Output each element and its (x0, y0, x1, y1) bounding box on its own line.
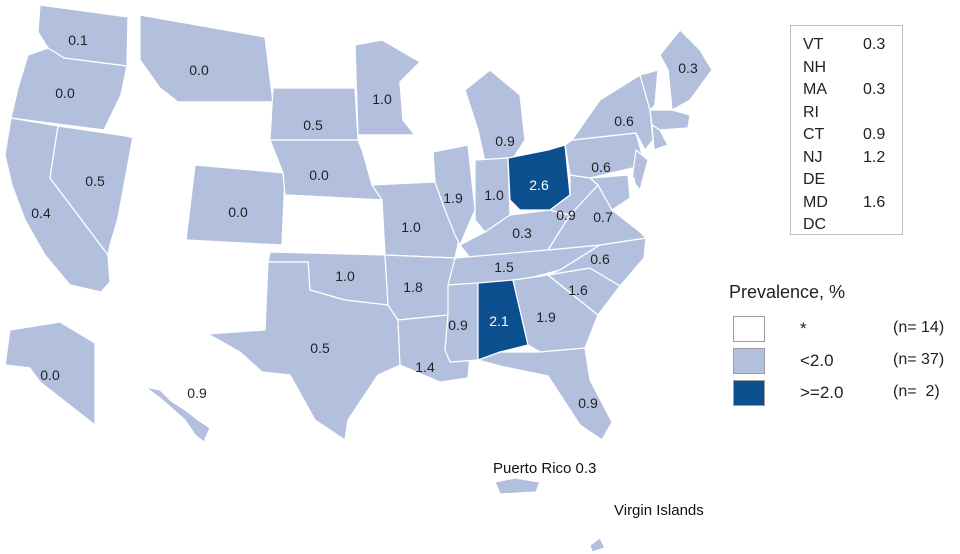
state-shape-il (432, 144, 476, 246)
state-value-tx: 0.5 (310, 340, 330, 356)
legend-item-low: <2.0 (n= 37) (733, 348, 960, 376)
state-shape-az (99, 244, 187, 335)
northeast-state-abbr: DC (803, 216, 827, 233)
legend-item-high: >=2.0 (n= 2) (733, 380, 960, 408)
state-value-ms: 0.9 (448, 317, 468, 333)
legend: Prevalence, % * (n= 14) <2.0 (n= 37) >=2.0 (n… (727, 280, 957, 420)
state-shape-nm (177, 244, 271, 335)
state-value-al: 2.1 (489, 313, 509, 329)
state-value-mi: 0.9 (495, 133, 515, 149)
northeast-state-abbr: NJ (803, 148, 823, 166)
state-value-tn: 1.5 (494, 259, 514, 275)
virgin-islands-label: Virgin Islands (614, 502, 704, 519)
state-value-mo: 1.0 (401, 219, 421, 235)
state-shape-hi (144, 386, 211, 443)
state-value-sd: 0.5 (303, 117, 323, 133)
state-shapes (4, 4, 713, 553)
northeast-state-abbr: MD (803, 193, 828, 211)
state-shape-nj (631, 149, 649, 191)
state-value-wa: 0.1 (68, 32, 88, 48)
state-shape-vi (589, 537, 606, 553)
legend-title: Prevalence, % (729, 282, 846, 302)
legend-swatch (733, 348, 765, 374)
state-shape-pr (494, 477, 541, 495)
northeast-state-value: 0.3 (863, 36, 886, 53)
northeast-state-value: 1.6 (863, 193, 886, 211)
state-value-va: 0.7 (593, 209, 613, 225)
northeast-state-abbr: MA (803, 81, 827, 98)
northeast-values-list: VT 0.3 NH MA 0.3 RI CT 0.9 NJ 1.2 DE MD 1.6 DC (803, 34, 902, 237)
legend-label: >=2.0 (800, 383, 844, 402)
state-value-ok: 1.0 (335, 268, 355, 284)
state-value-sc: 1.6 (568, 282, 588, 298)
state-value-fl: 0.9 (578, 395, 598, 411)
northeast-state-abbr: CT (803, 126, 825, 143)
state-value-hi: 0.9 (187, 385, 207, 401)
northeast-row-md: MD 1.6 (803, 192, 902, 215)
state-value-ne: 0.0 (309, 167, 329, 183)
legend-swatch (733, 316, 765, 342)
northeast-state-abbr: VT (803, 36, 824, 53)
state-value-pa: 0.6 (591, 159, 611, 175)
state-shape-mi (464, 69, 526, 163)
state-value-nc: 0.6 (590, 251, 610, 267)
northeast-row-nj: NJ 1.2 (803, 147, 902, 170)
state-value-ky: 0.3 (512, 225, 532, 241)
northeast-row-ma: MA 0.3 (803, 79, 902, 102)
northeast-row-ct: CT 0.9 (803, 124, 902, 147)
northeast-row-ri: RI (803, 102, 902, 125)
northeast-state-abbr: RI (803, 103, 819, 121)
state-shape-md (589, 174, 631, 211)
state-value-ak: 0.0 (40, 367, 60, 383)
legend-item-no-data: * (n= 14) (733, 316, 960, 344)
state-value-ny: 0.6 (614, 113, 634, 129)
northeast-state-abbr: DE (803, 171, 826, 188)
puerto-rico-label: Puerto Rico 0.3 (493, 460, 596, 477)
state-value-mn: 1.0 (372, 91, 392, 107)
legend-count: (n= 14) (893, 319, 945, 336)
state-value-wv: 0.9 (556, 207, 576, 223)
state-shape-tx (207, 261, 401, 441)
state-value-mt: 0.0 (189, 62, 209, 78)
legend-label: * (800, 319, 807, 338)
legend-swatch (733, 380, 765, 406)
northeast-state-abbr: NH (803, 58, 827, 76)
state-shape-wy (170, 101, 274, 171)
state-value-ga: 1.9 (536, 309, 556, 325)
state-shape-ks (281, 194, 386, 256)
state-shape-nd (264, 36, 356, 89)
northeast-row-nh: NH (803, 57, 902, 80)
legend-count: (n= 37) (893, 351, 945, 368)
northeast-state-value: 0.3 (863, 81, 886, 98)
state-value-nv: 0.5 (85, 173, 105, 189)
northeast-row-de: DE (803, 169, 902, 192)
state-shape-fl (477, 347, 613, 441)
northeast-values-box: VT 0.3 NH MA 0.3 RI CT 0.9 NJ 1.2 DE MD 1.6 DC (790, 25, 903, 235)
state-value-or: 0.0 (55, 85, 75, 101)
state-labels: 0.1 0.0 0.4 0.5 0.0 0.0 0.5 0.0 1.0 0.5 1.0 1.0 1.8 1… (31, 32, 698, 411)
state-shape-ri (659, 129, 673, 146)
state-value-in: 1.0 (484, 187, 504, 203)
state-value-la: 1.4 (415, 359, 435, 375)
state-value-il: 1.9 (443, 190, 463, 206)
northeast-state-value: 1.2 (863, 148, 886, 166)
state-value-co: 0.0 (228, 204, 248, 220)
northeast-state-value: 0.9 (863, 126, 886, 143)
legend-count: (n= 2) (893, 383, 940, 400)
northeast-row-vt: VT 0.3 (803, 34, 902, 57)
state-value-ca: 0.4 (31, 205, 51, 221)
legend-label: <2.0 (800, 351, 834, 370)
northeast-row-dc: DC (803, 214, 902, 237)
state-value-oh: 2.6 (529, 177, 549, 193)
state-value-me: 0.3 (678, 60, 698, 76)
state-shape-ak (4, 321, 96, 426)
state-value-ar: 1.8 (403, 279, 423, 295)
